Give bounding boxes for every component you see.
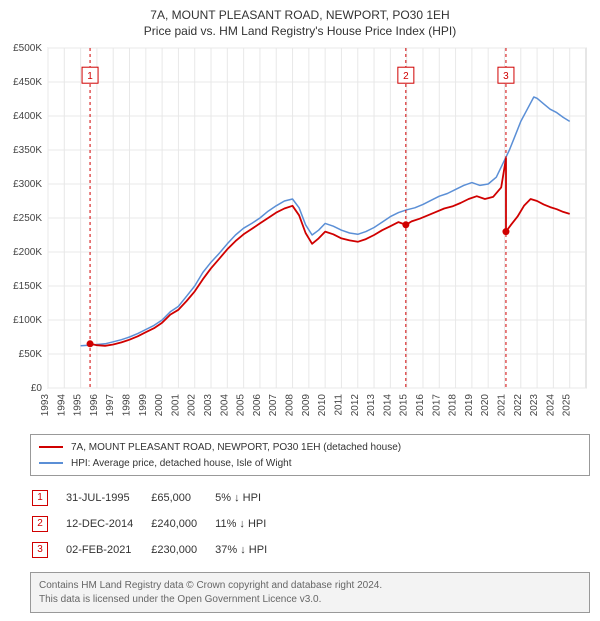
legend-swatch: [39, 446, 63, 448]
marker-id-box: 1: [32, 490, 48, 506]
marker-badge-num: 2: [403, 71, 409, 82]
marker-date: 31-JUL-1995: [66, 486, 149, 510]
y-tick-label: £500K: [13, 43, 42, 54]
marker-row: 1 31-JUL-1995£65,0005% ↓ HPI: [32, 486, 283, 510]
x-tick-label: 1997: [105, 394, 116, 417]
marker-row: 3 02-FEB-2021£230,00037% ↓ HPI: [32, 538, 283, 562]
chart-svg: £0 £50K £100K £150K £200K £250K £300K £350K £400…: [0, 42, 600, 432]
footer-line2: This data is licensed under the Open Gov…: [39, 593, 581, 607]
marker-badge-num: 1: [87, 71, 93, 82]
x-tick-label: 2011: [333, 394, 344, 416]
x-tick-label: 1993: [40, 394, 51, 417]
x-tick-label: 2018: [448, 394, 459, 417]
chart-container: 7A, MOUNT PLEASANT ROAD, NEWPORT, PO30 1…: [0, 0, 600, 613]
marker-id-cell: 1: [32, 486, 64, 510]
x-tick-label: 2023: [529, 394, 540, 417]
x-tick-label: 2020: [480, 394, 491, 417]
marker-id-box: 2: [32, 516, 48, 532]
x-tick-label: 2000: [154, 394, 165, 417]
x-tick-label: 2005: [236, 394, 247, 417]
down-arrow-icon: ↓: [240, 544, 246, 556]
marker-dot: [87, 340, 94, 347]
x-tick-label: 2017: [431, 394, 442, 417]
x-tick-label: 1998: [122, 394, 133, 417]
legend-row: HPI: Average price, detached house, Isle…: [39, 455, 581, 471]
y-tick-label: £0: [31, 383, 43, 394]
y-tick-label: £250K: [13, 213, 42, 224]
marker-badge-num: 3: [503, 71, 509, 82]
title-address: 7A, MOUNT PLEASANT ROAD, NEWPORT, PO30 1…: [0, 8, 600, 22]
x-tick-label: 2010: [317, 394, 328, 417]
marker-pct: 11% ↓ HPI: [215, 512, 283, 536]
x-tick-label: 2006: [252, 394, 263, 417]
x-tick-label: 2015: [399, 394, 410, 417]
x-tick-label: 1994: [56, 394, 67, 417]
marker-price: £65,000: [151, 486, 213, 510]
x-tick-label: 2016: [415, 394, 426, 417]
x-tick-label: 2021: [496, 394, 507, 417]
legend-swatch: [39, 462, 63, 464]
marker-date: 12-DEC-2014: [66, 512, 149, 536]
x-tick-label: 2007: [268, 394, 279, 417]
marker-price: £230,000: [151, 538, 213, 562]
x-tick-label: 2013: [366, 394, 377, 417]
x-tick-label: 2004: [219, 394, 230, 417]
y-tick-label: £50K: [19, 349, 43, 360]
marker-pct: 5% ↓ HPI: [215, 486, 283, 510]
x-tick-label: 1995: [73, 394, 84, 417]
y-tick-label: £450K: [13, 77, 42, 88]
x-tick-label: 1996: [89, 394, 100, 417]
x-tick-label: 2024: [545, 394, 556, 417]
marker-date: 02-FEB-2021: [66, 538, 149, 562]
title-subtitle: Price paid vs. HM Land Registry's House …: [0, 24, 600, 38]
down-arrow-icon: ↓: [234, 492, 240, 504]
marker-id-cell: 2: [32, 512, 64, 536]
x-tick-label: 2014: [382, 394, 393, 417]
marker-id-box: 3: [32, 542, 48, 558]
x-tick-label: 2019: [464, 394, 475, 417]
marker-price: £240,000: [151, 512, 213, 536]
x-tick-label: 2009: [301, 394, 312, 417]
x-tick-label: 2022: [513, 394, 524, 417]
legend-label: 7A, MOUNT PLEASANT ROAD, NEWPORT, PO30 1…: [71, 442, 401, 453]
x-tick-label: 2008: [285, 394, 296, 417]
x-tick-label: 2001: [170, 394, 181, 417]
y-tick-label: £400K: [13, 111, 42, 122]
y-tick-label: £200K: [13, 247, 42, 258]
x-tick-label: 2025: [562, 394, 573, 417]
marker-pct: 37% ↓ HPI: [215, 538, 283, 562]
x-tick-label: 1999: [138, 394, 149, 417]
y-tick-label: £100K: [13, 315, 42, 326]
y-tick-label: £150K: [13, 281, 42, 292]
legend-label: HPI: Average price, detached house, Isle…: [71, 458, 292, 469]
y-tick-label: £300K: [13, 179, 42, 190]
y-tick-label: £350K: [13, 145, 42, 156]
marker-dot: [402, 221, 409, 228]
marker-row: 2 12-DEC-2014£240,00011% ↓ HPI: [32, 512, 283, 536]
x-tick-label: 2002: [187, 394, 198, 417]
x-tick-label: 2012: [350, 394, 361, 417]
marker-id-cell: 3: [32, 538, 64, 562]
chart-area: £0 £50K £100K £150K £200K £250K £300K £350K £400…: [0, 42, 600, 432]
down-arrow-icon: ↓: [239, 518, 245, 530]
title-block: 7A, MOUNT PLEASANT ROAD, NEWPORT, PO30 1…: [0, 0, 600, 38]
x-tick-label: 2003: [203, 394, 214, 417]
footer-line1: Contains HM Land Registry data © Crown c…: [39, 579, 581, 593]
marker-dot: [502, 228, 509, 235]
marker-event-table: 1 31-JUL-1995£65,0005% ↓ HPI 2 12-DEC-2014£…: [30, 484, 285, 564]
legend: 7A, MOUNT PLEASANT ROAD, NEWPORT, PO30 1…: [30, 434, 590, 476]
footer-attribution: Contains HM Land Registry data © Crown c…: [30, 572, 590, 613]
legend-row: 7A, MOUNT PLEASANT ROAD, NEWPORT, PO30 1…: [39, 439, 581, 455]
